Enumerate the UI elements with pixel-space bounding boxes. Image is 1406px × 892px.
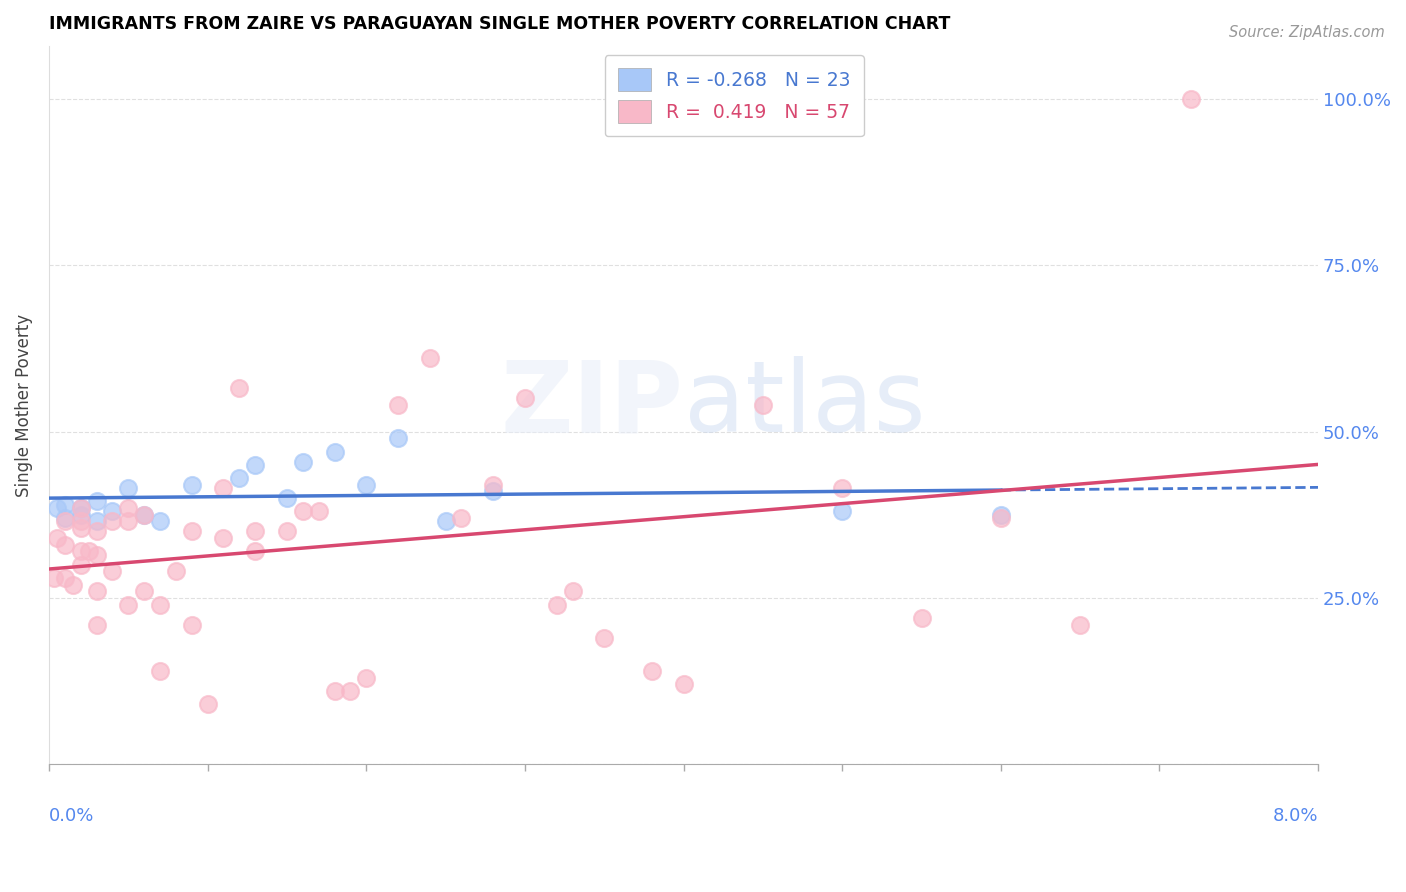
Point xyxy=(482,484,505,499)
Point xyxy=(53,538,76,552)
Point xyxy=(276,491,298,505)
Point xyxy=(62,577,84,591)
Point xyxy=(831,504,853,518)
Point xyxy=(1069,617,1091,632)
Point xyxy=(86,548,108,562)
Point xyxy=(228,471,250,485)
Point xyxy=(69,508,91,522)
Point xyxy=(149,664,172,678)
Text: 8.0%: 8.0% xyxy=(1272,807,1319,825)
Point xyxy=(134,508,156,522)
Point xyxy=(245,544,267,558)
Point xyxy=(419,351,441,366)
Point xyxy=(291,454,314,468)
Point xyxy=(212,531,235,545)
Point xyxy=(53,511,76,525)
Point xyxy=(86,584,108,599)
Point xyxy=(42,571,65,585)
Point xyxy=(323,444,346,458)
Point xyxy=(291,504,314,518)
Point xyxy=(53,498,76,512)
Point xyxy=(434,515,457,529)
Point xyxy=(86,524,108,539)
Point xyxy=(117,598,139,612)
Point xyxy=(641,664,664,678)
Point xyxy=(134,508,156,522)
Point xyxy=(356,478,378,492)
Point xyxy=(323,684,346,698)
Point xyxy=(387,398,409,412)
Point xyxy=(339,684,361,698)
Point xyxy=(197,698,219,712)
Legend: R = -0.268   N = 23, R =  0.419   N = 57: R = -0.268 N = 23, R = 0.419 N = 57 xyxy=(605,55,865,136)
Point xyxy=(101,504,124,518)
Point xyxy=(149,515,172,529)
Y-axis label: Single Mother Poverty: Single Mother Poverty xyxy=(15,313,32,497)
Point xyxy=(149,598,172,612)
Point xyxy=(831,481,853,495)
Point xyxy=(387,431,409,445)
Point xyxy=(546,598,568,612)
Point xyxy=(672,677,695,691)
Point xyxy=(276,524,298,539)
Text: ZIP: ZIP xyxy=(501,357,683,453)
Point xyxy=(77,544,100,558)
Point xyxy=(1180,92,1202,106)
Point xyxy=(165,564,187,578)
Text: IMMIGRANTS FROM ZAIRE VS PARAGUAYAN SINGLE MOTHER POVERTY CORRELATION CHART: IMMIGRANTS FROM ZAIRE VS PARAGUAYAN SING… xyxy=(49,15,950,33)
Point xyxy=(101,515,124,529)
Point xyxy=(117,515,139,529)
Point xyxy=(69,544,91,558)
Point xyxy=(752,398,775,412)
Point xyxy=(69,521,91,535)
Point xyxy=(482,478,505,492)
Text: Source: ZipAtlas.com: Source: ZipAtlas.com xyxy=(1229,25,1385,40)
Point xyxy=(117,481,139,495)
Point xyxy=(134,584,156,599)
Point xyxy=(53,515,76,529)
Point xyxy=(212,481,235,495)
Point xyxy=(513,392,536,406)
Point xyxy=(86,515,108,529)
Point xyxy=(228,381,250,395)
Point xyxy=(53,571,76,585)
Point xyxy=(990,508,1012,522)
Point xyxy=(450,511,472,525)
Point xyxy=(86,617,108,632)
Point xyxy=(86,494,108,508)
Point xyxy=(45,501,67,516)
Point xyxy=(245,524,267,539)
Text: atlas: atlas xyxy=(683,357,925,453)
Point xyxy=(101,564,124,578)
Point xyxy=(69,501,91,516)
Point xyxy=(69,558,91,572)
Point xyxy=(356,671,378,685)
Point xyxy=(308,504,330,518)
Text: 0.0%: 0.0% xyxy=(49,807,94,825)
Point xyxy=(245,458,267,472)
Point xyxy=(180,617,202,632)
Point xyxy=(45,531,67,545)
Point xyxy=(593,631,616,645)
Point xyxy=(117,501,139,516)
Point xyxy=(561,584,583,599)
Point xyxy=(990,511,1012,525)
Point xyxy=(910,611,932,625)
Point xyxy=(69,501,91,516)
Point xyxy=(180,524,202,539)
Point xyxy=(180,478,202,492)
Point xyxy=(69,515,91,529)
